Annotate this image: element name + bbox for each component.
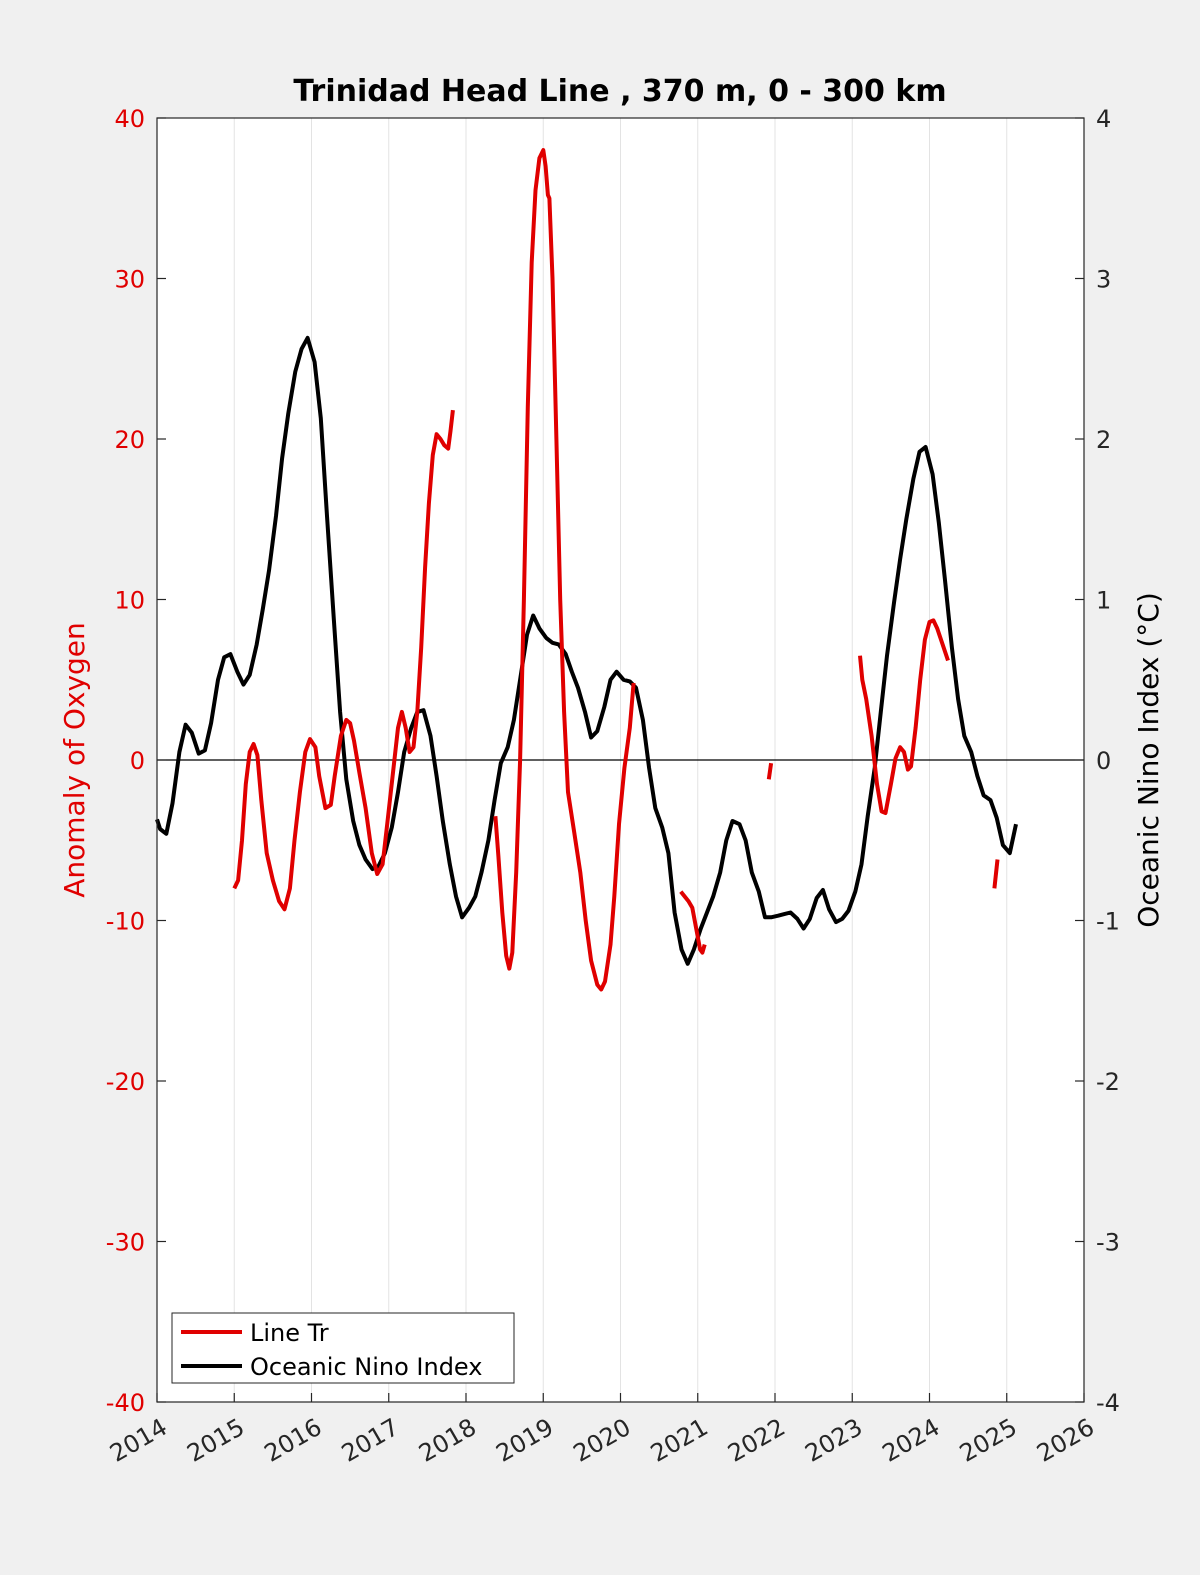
y-right-tick-label: 3 [1096,266,1111,294]
y-left-tick-label: 30 [114,266,145,294]
y-right-tick-label: 4 [1096,105,1111,133]
chart-title: Trinidad Head Line , 370 m, 0 - 300 km [293,74,946,109]
y-left-tick-label: -40 [106,1389,145,1417]
y-left-tick-label: -30 [106,1229,145,1257]
y-left-tick-label: 20 [114,426,145,454]
y-right-tick-label: -3 [1096,1229,1120,1257]
y-axis-label-left: Anomaly of Oxygen [58,622,91,898]
y-right-tick-label: 2 [1096,426,1111,454]
series-line-oxygen-anomaly [679,890,707,955]
y-left-tick-label: -20 [106,1068,145,1096]
y-right-tick-label: -4 [1096,1389,1120,1417]
y-left-tick-label: -10 [106,908,145,936]
y-right-tick-label: 0 [1096,747,1111,775]
legend-label-oni: Oceanic Nino Index [250,1353,482,1381]
y-left-tick-label: 0 [130,747,145,775]
legend-label-line-tr: Line Tr [250,1319,329,1347]
y-right-tick-label: -2 [1096,1068,1120,1096]
series-line-oxygen-anomaly [493,148,636,992]
series-line-oxygen-anomaly [858,618,950,815]
series-line-oxygen-anomaly [232,409,455,912]
series-line-oxygen-anomaly [992,859,1000,889]
legend: Line Tr Oceanic Nino Index [171,1312,515,1384]
y-left-tick-label: 40 [114,105,145,133]
series-layer [155,148,1018,992]
y-left-tick-label: 10 [114,587,145,615]
y-right-tick-label: 1 [1096,587,1111,615]
y-axis-label-right: Oceanic Nino Index (°C) [1132,592,1165,928]
y-right-tick-label: -1 [1096,908,1120,936]
legend-box [171,1312,515,1384]
series-line-oxygen-anomaly [766,762,774,780]
series-line-oceanic-nino-index [155,335,1018,966]
